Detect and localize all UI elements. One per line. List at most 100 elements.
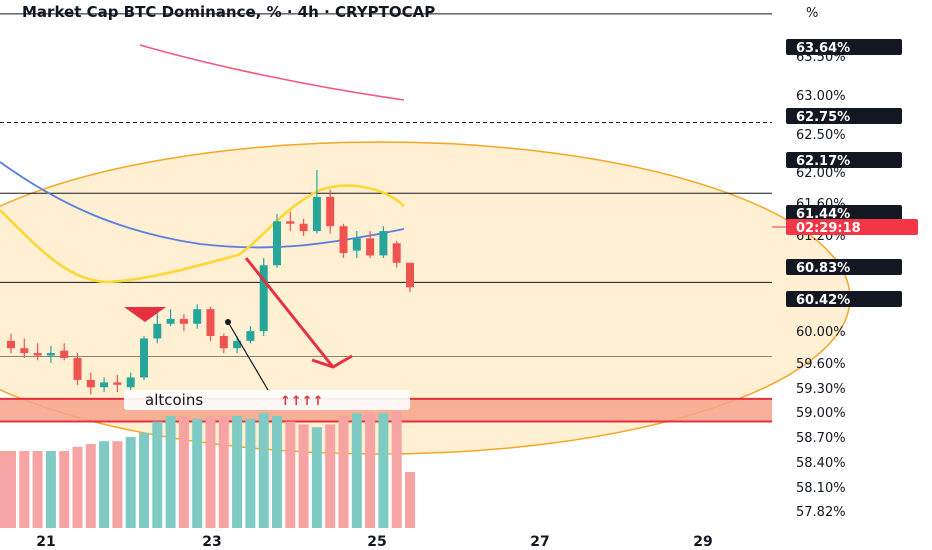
candle-body-28 bbox=[379, 231, 388, 256]
drawn-arrows bbox=[124, 257, 353, 391]
volume-bar-14 bbox=[192, 418, 203, 528]
volume-bar-4 bbox=[59, 451, 70, 528]
down-arrow-head bbox=[311, 354, 353, 369]
time-axis: 21 23 25 27 29 bbox=[36, 534, 712, 550]
volume-bar-10 bbox=[139, 432, 149, 528]
level-pill-0 bbox=[786, 39, 902, 55]
x-tick-0: 21 bbox=[36, 534, 55, 550]
countdown-text: 02:29:18 bbox=[796, 221, 861, 236]
level-pill-text-1: 62.75% bbox=[796, 110, 850, 125]
volume-bar-22 bbox=[298, 424, 309, 528]
y-tick-6: 60.00% bbox=[796, 325, 846, 340]
zone-breakdown-arrow bbox=[124, 307, 166, 322]
y-tick-1: 63.00% bbox=[796, 89, 846, 104]
ma-slow-line bbox=[0, 161, 405, 249]
chart-title: Market Cap BTC Dominance, % · 4h · CRYPT… bbox=[22, 3, 435, 21]
candle-body-0 bbox=[7, 340, 15, 349]
volume-bar-0 bbox=[6, 451, 16, 528]
volume-bar-3 bbox=[45, 451, 56, 528]
candle-body-27 bbox=[366, 238, 375, 256]
level-pill-1 bbox=[786, 108, 902, 124]
y-tick-12: 58.10% bbox=[796, 481, 846, 496]
volume-bar-29 bbox=[391, 410, 402, 528]
volume-bar-26 bbox=[351, 413, 362, 528]
volume-bar-11 bbox=[152, 421, 163, 528]
candle-body-3 bbox=[46, 353, 55, 356]
candle-body-25 bbox=[339, 226, 348, 254]
candle-body-17 bbox=[233, 340, 242, 349]
candles bbox=[7, 170, 414, 395]
candle-body-11 bbox=[153, 323, 162, 339]
candle-body-10 bbox=[140, 338, 148, 378]
callout-dot bbox=[225, 319, 231, 325]
candle-body-16 bbox=[219, 336, 228, 349]
x-tick-4: 29 bbox=[693, 534, 712, 550]
countdown-pill bbox=[786, 219, 918, 235]
level-pill-text-4: 60.83% bbox=[796, 261, 850, 276]
candle-body-15 bbox=[206, 309, 215, 336]
candle-body-20 bbox=[273, 221, 281, 266]
candle-body-6 bbox=[86, 379, 95, 388]
volume-bars bbox=[0, 410, 415, 528]
volume-bar-9 bbox=[125, 437, 136, 528]
candle-body-7 bbox=[100, 382, 109, 388]
candle-body-8 bbox=[113, 382, 122, 385]
altcoins-callout: altcoins ↑↑↑↑ bbox=[124, 390, 410, 410]
candle-body-13 bbox=[179, 318, 188, 324]
y-tick-10: 58.70% bbox=[796, 431, 846, 446]
volume-bar-21 bbox=[285, 421, 296, 528]
volume-bar-1 bbox=[19, 451, 30, 528]
candle-body-2 bbox=[33, 353, 42, 356]
volume-bar-edge bbox=[0, 451, 6, 528]
candle-body-4 bbox=[60, 350, 69, 358]
y-tick-7: 59.60% bbox=[796, 357, 846, 372]
callout-line bbox=[227, 321, 269, 391]
level-pill-2 bbox=[786, 152, 902, 168]
level-pill-text-0: 63.64% bbox=[796, 41, 850, 56]
candle-body-9 bbox=[126, 377, 135, 388]
volume-bar-23 bbox=[311, 427, 322, 528]
altcoins-emoji: ↑↑↑↑ bbox=[280, 394, 324, 409]
y-tick-9: 59.00% bbox=[796, 406, 846, 421]
candle-body-29 bbox=[392, 243, 401, 263]
candle-body-18 bbox=[246, 331, 255, 341]
level-pill-5 bbox=[786, 291, 902, 307]
volume-bar-19 bbox=[258, 413, 269, 528]
volume-bar-5 bbox=[72, 446, 83, 528]
scale-unit-label: % bbox=[806, 6, 818, 21]
candle-body-21 bbox=[286, 221, 295, 224]
volume-bar-18 bbox=[245, 418, 256, 528]
volume-bar-13 bbox=[178, 416, 189, 528]
volume-bar-27 bbox=[365, 413, 376, 528]
candle-body-12 bbox=[166, 318, 175, 324]
ma-long-line bbox=[139, 44, 405, 101]
volume-bar-2 bbox=[32, 451, 43, 528]
level-pill-text-5: 60.42% bbox=[796, 293, 850, 308]
candle-body-30 bbox=[406, 262, 414, 288]
candle-body-23 bbox=[312, 196, 321, 232]
ma-fast-line bbox=[0, 184, 405, 284]
volume-bar-8 bbox=[112, 441, 123, 528]
y-tick-13: 57.82% bbox=[796, 505, 846, 520]
down-arrow-pointer bbox=[244, 257, 335, 368]
candle-body-24 bbox=[326, 196, 335, 227]
price-axis: 63.50%63.00%62.50%62.00%61.60%61.20%60.0… bbox=[796, 50, 846, 520]
volume-bar-12 bbox=[165, 416, 176, 528]
volume-bar-24 bbox=[325, 424, 336, 528]
volume-bar-17 bbox=[232, 416, 243, 528]
volume-bar-28 bbox=[378, 413, 389, 528]
volume-bar-6 bbox=[85, 444, 96, 528]
x-tick-1: 23 bbox=[202, 534, 221, 550]
y-tick-8: 59.30% bbox=[796, 382, 846, 397]
price-level-labels: 63.64% 62.75% 62.17% 61.44% 60.83% 60.42% 02:2… bbox=[772, 39, 918, 308]
volume-bar-16 bbox=[218, 416, 229, 528]
x-tick-3: 27 bbox=[530, 534, 549, 550]
volume-bar-25 bbox=[338, 416, 349, 528]
level-pill-text-2: 62.17% bbox=[796, 154, 850, 169]
y-tick-3: 62.00% bbox=[796, 166, 846, 181]
candle-body-5 bbox=[73, 357, 82, 380]
volume-bar-30 bbox=[405, 472, 415, 528]
altcoins-label: altcoins bbox=[145, 391, 203, 409]
candle-body-26 bbox=[352, 238, 361, 251]
